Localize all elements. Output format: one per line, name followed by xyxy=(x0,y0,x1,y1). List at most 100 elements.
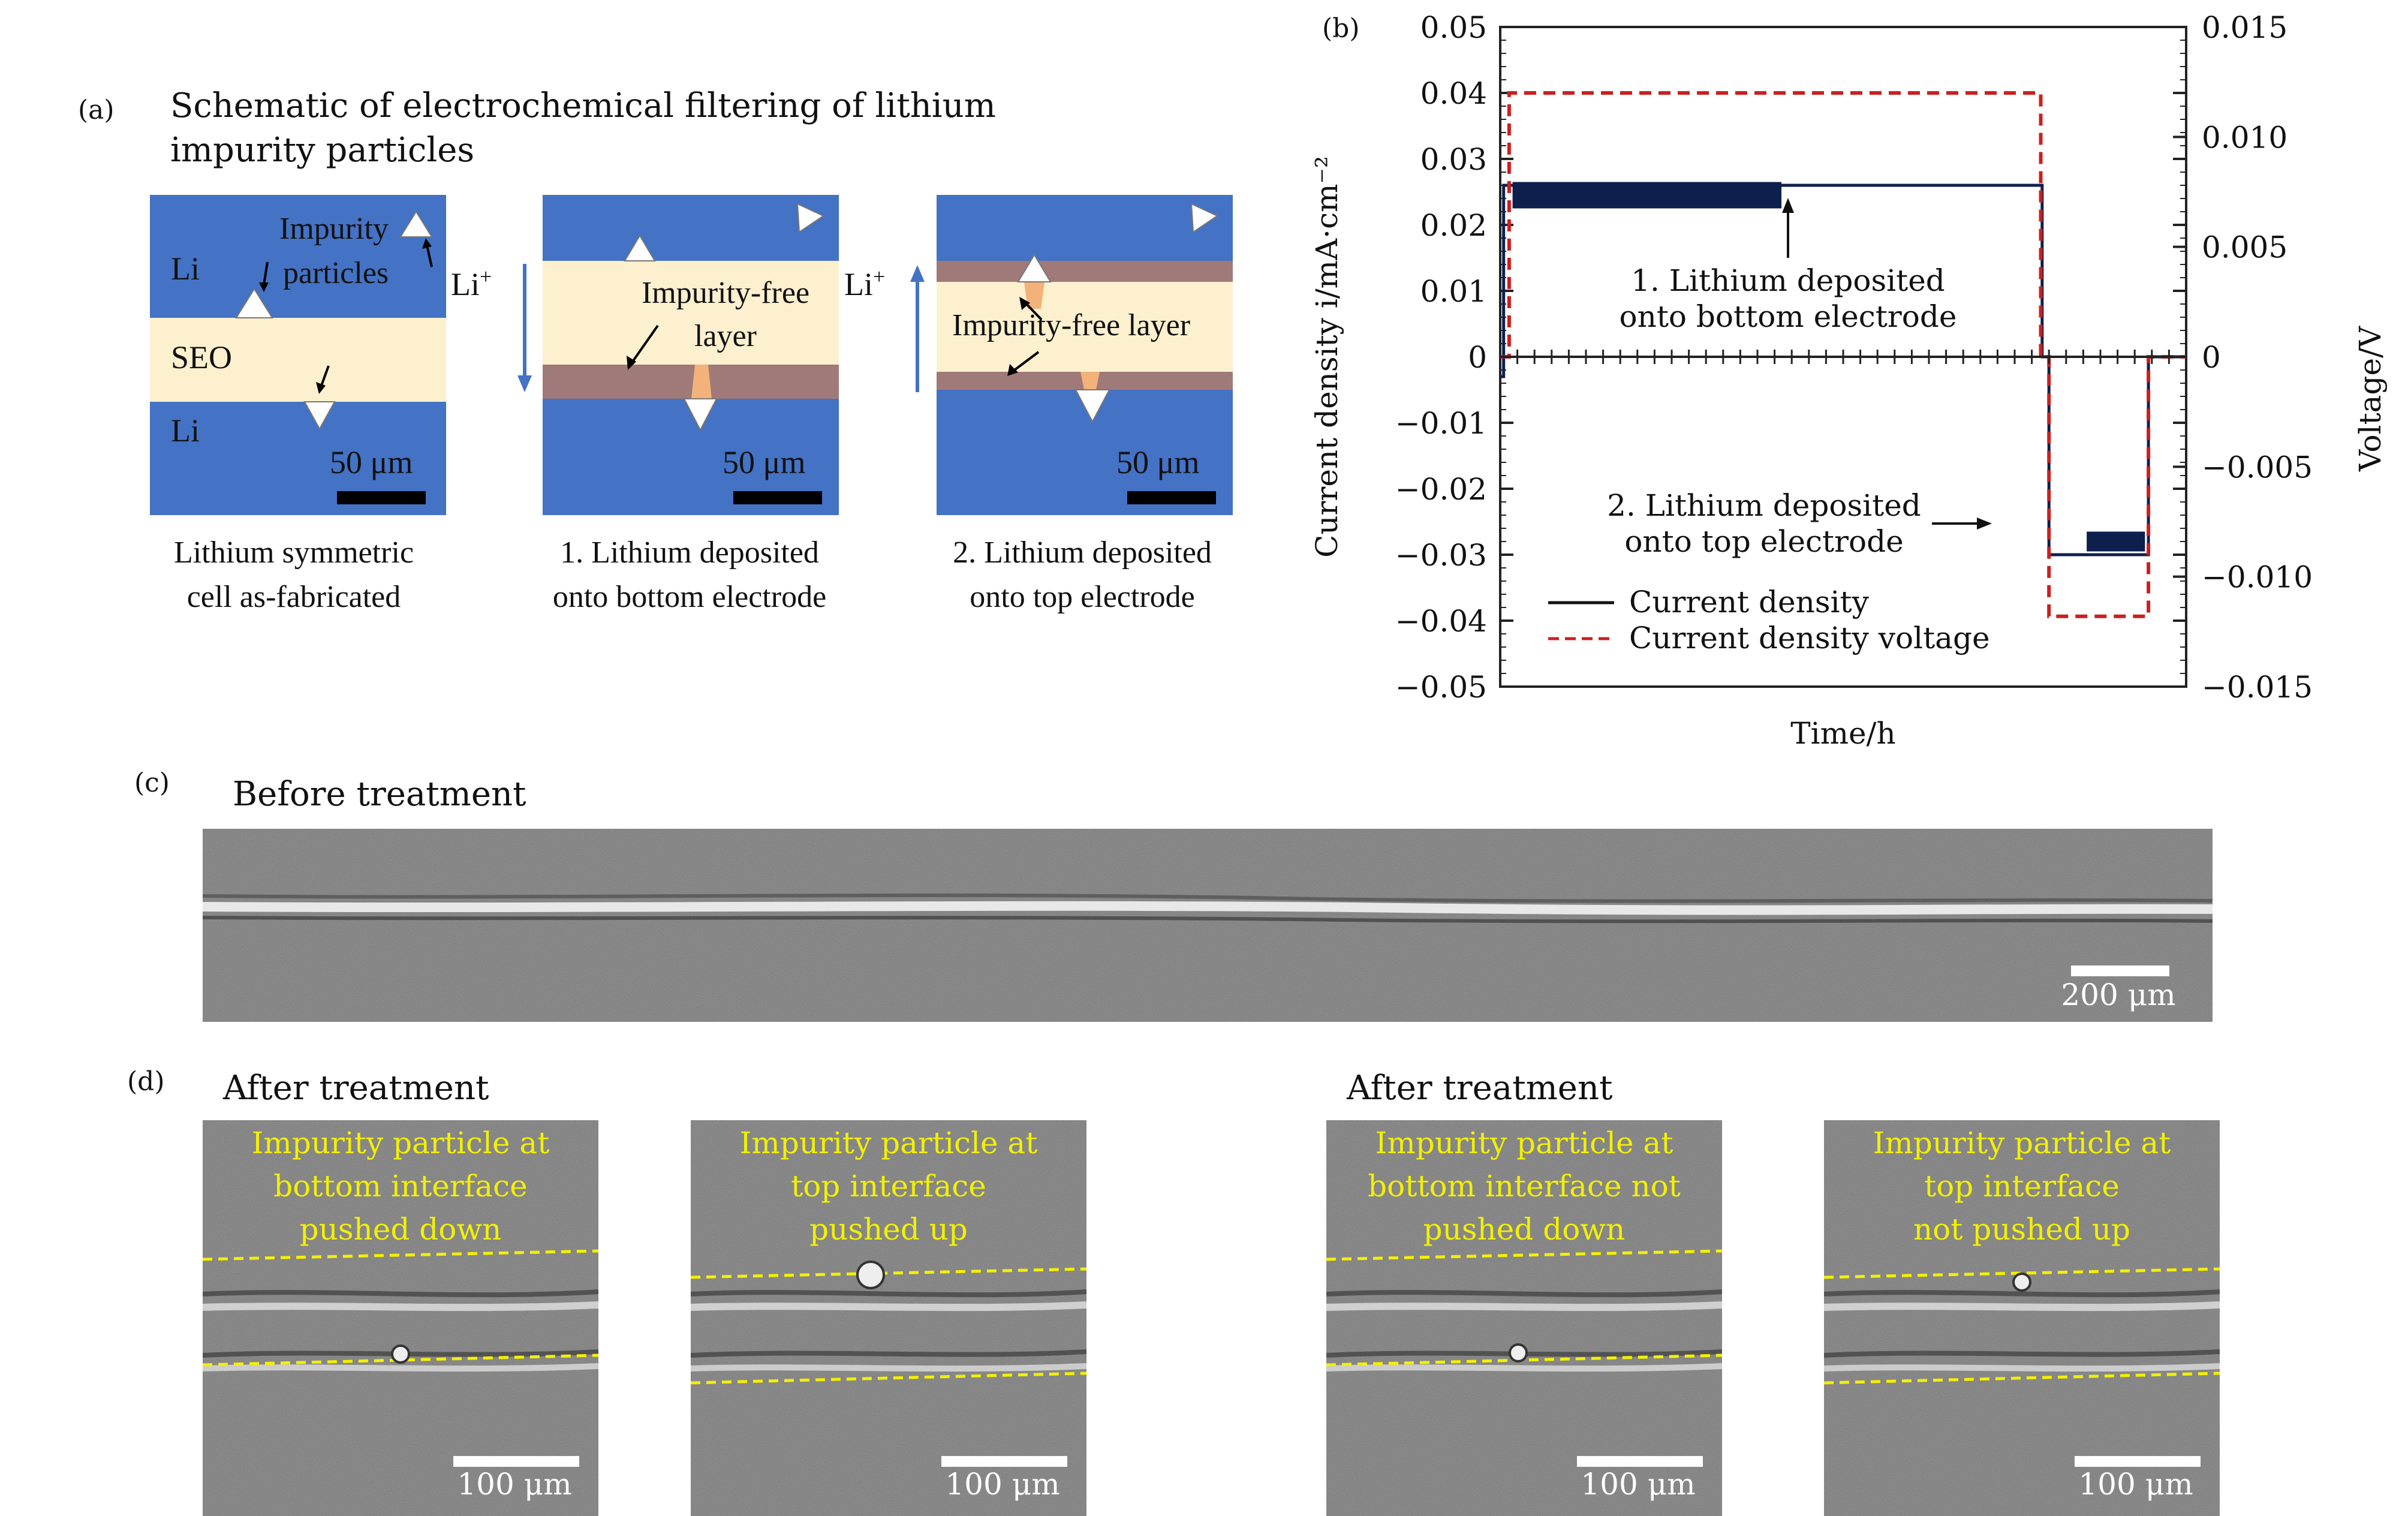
li-plus-text: Li xyxy=(451,266,480,302)
cell3-caption-line1: 2. Lithium deposited xyxy=(953,536,1212,570)
cell3-caption: 2. Lithium deposited onto top electrode xyxy=(896,531,1268,619)
image-caption-line3: pushed down xyxy=(299,1212,502,1247)
impurity-particle-icon xyxy=(624,234,656,261)
image-caption-line2: top interface xyxy=(791,1169,986,1204)
scale-bar xyxy=(1127,491,1216,504)
cell3-caption-line2: onto top electrode xyxy=(970,580,1195,614)
scale-label: 50 μm xyxy=(330,444,413,480)
impurity-particle-icon xyxy=(1074,389,1110,423)
scale-bar xyxy=(2071,965,2169,976)
impurity-free-line2: layer xyxy=(694,319,757,353)
y-tick-label: 0.05 xyxy=(1420,10,1487,45)
annotation-1-line1: 1. Lithium deposited xyxy=(1631,263,1945,298)
li-plus-sup: + xyxy=(873,264,886,288)
panel-a-title: Schematic of electrochemical filtering o… xyxy=(170,84,996,173)
y-tick-label: 0.02 xyxy=(1420,208,1487,243)
impurity-free-label: Impurity-free layer xyxy=(633,272,818,358)
cell2-caption-line1: 1. Lithium deposited xyxy=(560,536,819,570)
up-arrow-icon xyxy=(910,265,925,392)
scale-label: 50 μm xyxy=(723,444,806,480)
down-arrow-icon xyxy=(517,264,532,392)
image-caption-line3: pushed down xyxy=(1423,1212,1626,1247)
impurity-particle-icon xyxy=(1017,254,1052,282)
arrowhead-icon xyxy=(1782,198,1794,213)
panel-c-letter: (c) xyxy=(134,768,170,798)
li-plus-label-2: Li+ xyxy=(844,264,885,303)
scale-bar xyxy=(2075,1456,2201,1467)
image-caption-line2: top interface xyxy=(1924,1169,2120,1204)
image-caption: Impurity particle at top interface not pus… xyxy=(1824,1121,2220,1251)
panel-c-title: Before treatment xyxy=(233,775,526,814)
y-right-tick-label: 0.005 xyxy=(2202,230,2287,265)
y-tick-label: −0.05 xyxy=(1395,670,1487,705)
li-plus-sup: + xyxy=(480,264,492,288)
impurity-free-layer-label: Impurity-free layer xyxy=(952,308,1191,342)
li-plus-text: Li xyxy=(844,266,873,302)
li-plus-label-1: Li+ xyxy=(451,264,492,303)
pointer-arrow xyxy=(320,365,330,386)
cell-deposited-bottom: Impurity-free layer 50 μm xyxy=(543,195,839,515)
impurity-free-line1: Impurity-free xyxy=(641,276,810,310)
panel-a-letter: (a) xyxy=(78,95,115,125)
cell2-caption-line2: onto bottom electrode xyxy=(552,580,827,614)
impurity-free-layer-top xyxy=(937,261,1233,282)
pointer-arrow xyxy=(1013,351,1040,371)
scale-label: 200 μm xyxy=(2061,977,2176,1012)
y-tick-label: 0 xyxy=(1468,340,1487,375)
image-caption-line2: bottom interface xyxy=(273,1169,528,1204)
impurity-particle-icon xyxy=(391,1344,410,1364)
pointer-arrow xyxy=(263,261,269,285)
scale-bar xyxy=(733,491,822,504)
scale-bar xyxy=(941,1456,1067,1467)
voltage-series-line xyxy=(1500,91,2186,618)
pointer-arrow xyxy=(426,245,433,267)
filament-shape xyxy=(1024,282,1045,309)
top-not-pushed-image: Impurity particle at top interface not pus… xyxy=(1824,1120,2220,1516)
pointer-arrow xyxy=(631,324,659,363)
arrowhead-icon xyxy=(1019,297,1030,310)
filament-shape xyxy=(1080,372,1100,390)
impurity-particle-icon xyxy=(235,288,273,318)
legend-label: Current density xyxy=(1629,585,1870,619)
seo-electrolyte-layer xyxy=(150,318,446,402)
y-tick-label: −0.01 xyxy=(1395,406,1487,441)
panel-d-title-left: After treatment xyxy=(223,1069,489,1108)
arrowhead-icon xyxy=(259,282,269,292)
image-caption: Impurity particle at bottom interface not… xyxy=(1326,1121,1722,1251)
scale-label: 50 μm xyxy=(1116,444,1200,480)
y-tick-label: −0.02 xyxy=(1395,472,1487,507)
y-right-tick-label: 0.010 xyxy=(2202,120,2287,155)
annotation-1-line2: onto bottom electrode xyxy=(1620,299,1957,334)
y-tick-label: −0.03 xyxy=(1395,538,1487,573)
y-right-tick-label: −0.015 xyxy=(2202,670,2313,705)
annotation-2-line1: 2. Lithium deposited xyxy=(1607,488,1921,523)
li-bottom-label: Li xyxy=(171,413,200,449)
impurity-particle-icon xyxy=(856,1261,885,1289)
image-caption-line1: Impurity particle at xyxy=(1873,1126,2171,1160)
cell3-particles xyxy=(1007,203,1219,423)
arrowhead-icon xyxy=(627,356,636,370)
scale-label: 100 μm xyxy=(457,1467,572,1502)
legend-label: Current density voltage xyxy=(1629,621,1990,655)
impurity-label-line1: Impurity xyxy=(279,212,389,246)
y-axis-right-label: Voltage/V xyxy=(2353,326,2388,472)
image-caption: Impurity particle at top interface pushed … xyxy=(691,1121,1086,1251)
y-right-tick-label: −0.010 xyxy=(2202,560,2313,595)
impurity-particles-label: Impurity particles xyxy=(279,207,389,296)
impurity-particle-icon xyxy=(796,203,825,233)
y-tick-label: 0.01 xyxy=(1420,274,1487,309)
cell-deposited-top: Impurity-free layer 50 μm xyxy=(937,195,1233,515)
panel-d-letter: (d) xyxy=(127,1066,165,1097)
impurity-particle-icon xyxy=(1190,203,1219,233)
top-lithium-layer xyxy=(543,195,839,261)
panel-d-title-right: After treatment xyxy=(1347,1069,1613,1108)
cell2-caption: 1. Lithium deposited onto bottom electro… xyxy=(504,531,875,619)
image-caption-line3: not pushed up xyxy=(1913,1212,2131,1247)
cell1-particles xyxy=(235,210,433,431)
y-tick-label: −0.04 xyxy=(1395,604,1487,639)
scale-label: 100 μm xyxy=(2078,1467,2193,1502)
image-caption-line1: Impurity particle at xyxy=(251,1126,550,1160)
cell-as-fabricated: Li SEO Li Impurity particles 50 μm xyxy=(150,195,446,515)
impurity-particle-icon xyxy=(399,210,433,237)
y-right-tick-label: −0.005 xyxy=(2202,450,2313,485)
